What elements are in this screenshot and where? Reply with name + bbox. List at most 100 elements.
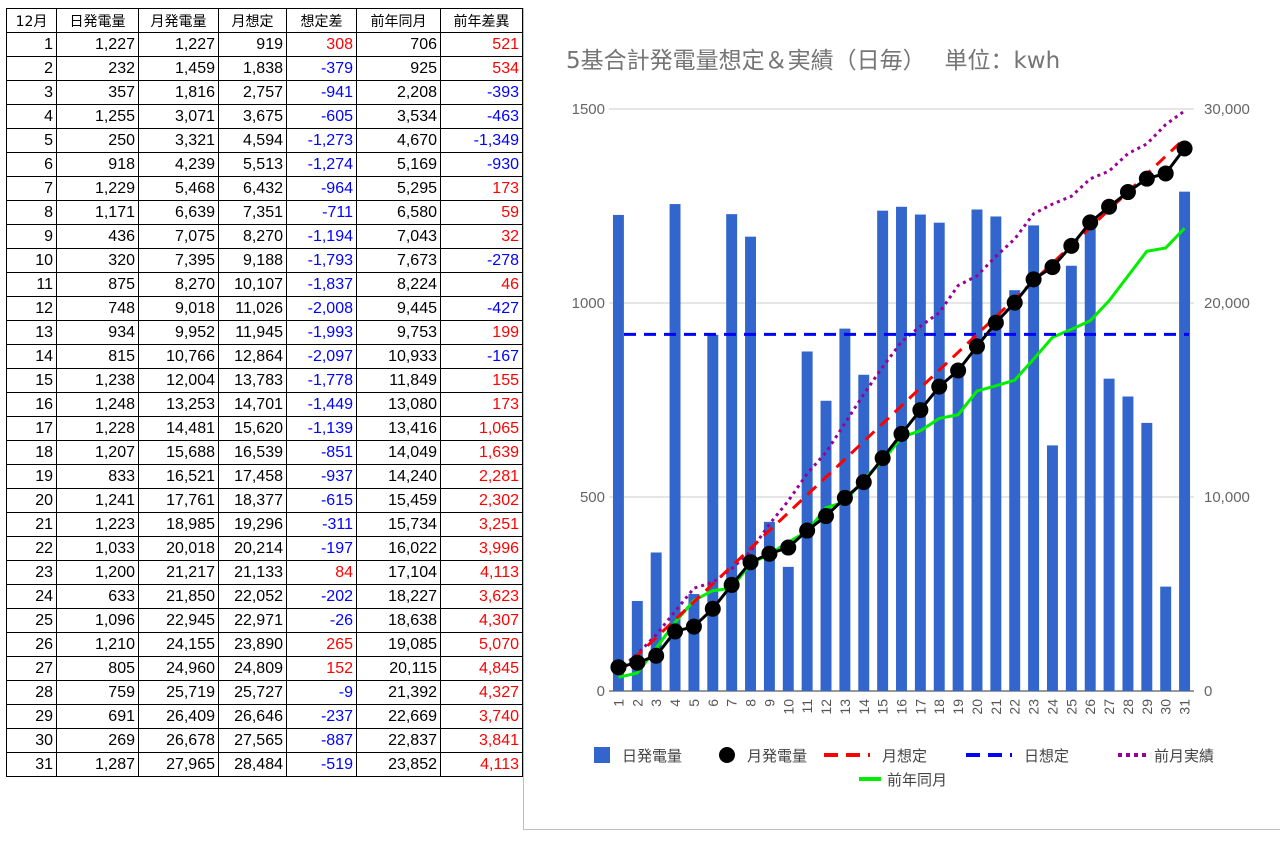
cell-prev-year-difference[interactable]: 5,070 — [440, 632, 523, 657]
cell-prev-year-difference[interactable]: -393 — [440, 80, 523, 105]
cell-plan-difference[interactable]: -964 — [286, 176, 357, 201]
cell-daily-generation[interactable]: 1,096 — [56, 608, 139, 633]
cell-prev-year-month[interactable]: 9,753 — [356, 320, 441, 345]
cell-plan-difference[interactable]: -26 — [286, 608, 357, 633]
cell-plan-difference[interactable]: -605 — [286, 104, 357, 129]
cell-prev-year-month[interactable]: 22,669 — [356, 704, 441, 729]
cell-monthly-generation[interactable]: 1,227 — [138, 32, 219, 57]
cell-day[interactable]: 9 — [6, 224, 57, 249]
cell-day[interactable]: 2 — [6, 56, 57, 81]
cell-prev-year-difference[interactable]: 32 — [440, 224, 523, 249]
cell-prev-year-difference[interactable]: -427 — [440, 296, 523, 321]
cell-prev-year-month[interactable]: 21,392 — [356, 680, 441, 705]
cell-daily-generation[interactable]: 1,248 — [56, 392, 139, 417]
cell-monthly-generation[interactable]: 21,217 — [138, 560, 219, 585]
cell-daily-generation[interactable]: 269 — [56, 728, 139, 753]
cell-monthly-plan[interactable]: 3,675 — [218, 104, 287, 129]
cell-prev-year-difference[interactable]: 173 — [440, 176, 523, 201]
cell-monthly-generation[interactable]: 5,468 — [138, 176, 219, 201]
cell-prev-year-month[interactable]: 4,670 — [356, 128, 441, 153]
cell-plan-difference[interactable]: -202 — [286, 584, 357, 609]
cell-prev-year-month[interactable]: 15,734 — [356, 512, 441, 537]
header-monthly-plan[interactable]: 月想定 — [218, 8, 287, 33]
cell-day[interactable]: 8 — [6, 200, 57, 225]
cell-monthly-plan[interactable]: 13,783 — [218, 368, 287, 393]
cell-monthly-generation[interactable]: 17,761 — [138, 488, 219, 513]
cell-monthly-generation[interactable]: 10,766 — [138, 344, 219, 369]
cell-monthly-plan[interactable]: 18,377 — [218, 488, 287, 513]
cell-prev-year-month[interactable]: 13,080 — [356, 392, 441, 417]
cell-monthly-plan[interactable]: 1,838 — [218, 56, 287, 81]
cell-prev-year-month[interactable]: 18,227 — [356, 584, 441, 609]
cell-daily-generation[interactable]: 1,238 — [56, 368, 139, 393]
cell-daily-generation[interactable]: 1,241 — [56, 488, 139, 513]
cell-prev-year-difference[interactable]: 155 — [440, 368, 523, 393]
cell-monthly-plan[interactable]: 20,214 — [218, 536, 287, 561]
cell-monthly-plan[interactable]: 19,296 — [218, 512, 287, 537]
cell-plan-difference[interactable]: -237 — [286, 704, 357, 729]
header-monthly-generation[interactable]: 月発電量 — [138, 8, 219, 33]
cell-daily-generation[interactable]: 1,228 — [56, 416, 139, 441]
cell-monthly-generation[interactable]: 22,945 — [138, 608, 219, 633]
header-month[interactable]: 12月 — [6, 8, 57, 33]
cell-daily-generation[interactable]: 1,200 — [56, 560, 139, 585]
cell-monthly-plan[interactable]: 23,890 — [218, 632, 287, 657]
cell-plan-difference[interactable]: -2,008 — [286, 296, 357, 321]
cell-prev-year-month[interactable]: 23,852 — [356, 752, 441, 777]
cell-prev-year-difference[interactable]: -167 — [440, 344, 523, 369]
cell-daily-generation[interactable]: 805 — [56, 656, 139, 681]
cell-daily-generation[interactable]: 1,229 — [56, 176, 139, 201]
cell-plan-difference[interactable]: 152 — [286, 656, 357, 681]
cell-monthly-generation[interactable]: 7,395 — [138, 248, 219, 273]
cell-plan-difference[interactable]: -937 — [286, 464, 357, 489]
cell-plan-difference[interactable]: -1,274 — [286, 152, 357, 177]
cell-plan-difference[interactable]: -1,778 — [286, 368, 357, 393]
cell-prev-year-difference[interactable]: 4,113 — [440, 560, 523, 585]
cell-monthly-plan[interactable]: 28,484 — [218, 752, 287, 777]
cell-prev-year-difference[interactable]: 3,740 — [440, 704, 523, 729]
cell-monthly-generation[interactable]: 8,270 — [138, 272, 219, 297]
cell-daily-generation[interactable]: 1,255 — [56, 104, 139, 129]
cell-daily-generation[interactable]: 633 — [56, 584, 139, 609]
cell-prev-year-month[interactable]: 7,043 — [356, 224, 441, 249]
cell-prev-year-month[interactable]: 8,224 — [356, 272, 441, 297]
cell-monthly-generation[interactable]: 26,409 — [138, 704, 219, 729]
cell-prev-year-month[interactable]: 9,445 — [356, 296, 441, 321]
cell-monthly-generation[interactable]: 3,071 — [138, 104, 219, 129]
cell-monthly-generation[interactable]: 18,985 — [138, 512, 219, 537]
cell-prev-year-month[interactable]: 7,673 — [356, 248, 441, 273]
cell-prev-year-month[interactable]: 6,580 — [356, 200, 441, 225]
cell-prev-year-difference[interactable]: 3,251 — [440, 512, 523, 537]
cell-prev-year-month[interactable]: 925 — [356, 56, 441, 81]
cell-day[interactable]: 5 — [6, 128, 57, 153]
cell-monthly-plan[interactable]: 16,539 — [218, 440, 287, 465]
cell-monthly-plan[interactable]: 5,513 — [218, 152, 287, 177]
cell-prev-year-month[interactable]: 5,295 — [356, 176, 441, 201]
cell-plan-difference[interactable]: -1,194 — [286, 224, 357, 249]
cell-monthly-plan[interactable]: 2,757 — [218, 80, 287, 105]
cell-daily-generation[interactable]: 875 — [56, 272, 139, 297]
cell-prev-year-difference[interactable]: 1,065 — [440, 416, 523, 441]
cell-plan-difference[interactable]: 265 — [286, 632, 357, 657]
chart-panel[interactable]: 5基合計発電量想定＆実績（日毎） 単位：kwh 0 500 1000 1500 0 10,0… — [523, 8, 1280, 830]
cell-day[interactable]: 22 — [6, 536, 57, 561]
cell-plan-difference[interactable]: -887 — [286, 728, 357, 753]
cell-day[interactable]: 25 — [6, 608, 57, 633]
cell-monthly-generation[interactable]: 13,253 — [138, 392, 219, 417]
cell-prev-year-difference[interactable]: 199 — [440, 320, 523, 345]
cell-monthly-generation[interactable]: 7,075 — [138, 224, 219, 249]
cell-prev-year-difference[interactable]: -1,349 — [440, 128, 523, 153]
cell-daily-generation[interactable]: 436 — [56, 224, 139, 249]
cell-day[interactable]: 27 — [6, 656, 57, 681]
cell-day[interactable]: 30 — [6, 728, 57, 753]
cell-day[interactable]: 18 — [6, 440, 57, 465]
header-daily-generation[interactable]: 日発電量 — [56, 8, 139, 33]
cell-monthly-plan[interactable]: 22,052 — [218, 584, 287, 609]
cell-prev-year-difference[interactable]: 173 — [440, 392, 523, 417]
cell-day[interactable]: 13 — [6, 320, 57, 345]
cell-daily-generation[interactable]: 918 — [56, 152, 139, 177]
cell-day[interactable]: 26 — [6, 632, 57, 657]
cell-prev-year-difference[interactable]: 2,302 — [440, 488, 523, 513]
cell-prev-year-month[interactable]: 14,240 — [356, 464, 441, 489]
cell-daily-generation[interactable]: 1,287 — [56, 752, 139, 777]
